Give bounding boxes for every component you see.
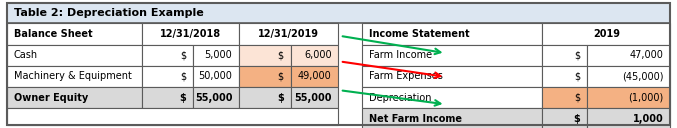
- Text: Owner Equity: Owner Equity: [14, 93, 88, 103]
- FancyBboxPatch shape: [239, 87, 290, 108]
- FancyBboxPatch shape: [542, 45, 587, 66]
- Text: $: $: [278, 50, 284, 60]
- Text: $: $: [573, 114, 580, 124]
- Text: (45,000): (45,000): [622, 71, 663, 82]
- FancyBboxPatch shape: [362, 23, 542, 45]
- FancyBboxPatch shape: [193, 87, 239, 108]
- Text: $: $: [179, 93, 186, 103]
- Text: $: $: [180, 50, 186, 60]
- FancyBboxPatch shape: [362, 45, 542, 66]
- Text: 55,000: 55,000: [294, 93, 332, 103]
- FancyBboxPatch shape: [587, 45, 670, 66]
- Text: 12/31/2018: 12/31/2018: [160, 29, 221, 39]
- FancyBboxPatch shape: [290, 87, 338, 108]
- FancyBboxPatch shape: [362, 66, 542, 87]
- FancyBboxPatch shape: [542, 23, 670, 45]
- FancyBboxPatch shape: [7, 108, 338, 125]
- Text: 6,000: 6,000: [304, 50, 332, 60]
- Text: Farm Expenses: Farm Expenses: [369, 71, 443, 82]
- Text: 12/31/2019: 12/31/2019: [259, 29, 320, 39]
- FancyBboxPatch shape: [362, 108, 542, 128]
- FancyBboxPatch shape: [542, 87, 587, 108]
- Text: 50,000: 50,000: [198, 71, 232, 82]
- FancyBboxPatch shape: [587, 87, 670, 108]
- FancyBboxPatch shape: [141, 66, 193, 87]
- Text: $: $: [278, 71, 284, 82]
- FancyBboxPatch shape: [193, 45, 239, 66]
- Text: 55,000: 55,000: [195, 93, 232, 103]
- FancyBboxPatch shape: [290, 66, 338, 87]
- Text: (1,000): (1,000): [628, 93, 663, 103]
- FancyBboxPatch shape: [290, 45, 338, 66]
- FancyBboxPatch shape: [239, 66, 290, 87]
- FancyBboxPatch shape: [141, 87, 193, 108]
- Text: Farm Income: Farm Income: [369, 50, 432, 60]
- Text: Table 2: Depreciation Example: Table 2: Depreciation Example: [14, 8, 203, 18]
- Text: Balance Sheet: Balance Sheet: [14, 29, 92, 39]
- FancyBboxPatch shape: [587, 66, 670, 87]
- FancyBboxPatch shape: [239, 45, 290, 66]
- Text: $: $: [277, 93, 284, 103]
- Text: Machinery & Equipment: Machinery & Equipment: [14, 71, 131, 82]
- Text: Depreciation: Depreciation: [369, 93, 431, 103]
- FancyBboxPatch shape: [587, 108, 670, 128]
- Text: $: $: [574, 50, 580, 60]
- FancyBboxPatch shape: [239, 23, 338, 45]
- Text: Cash: Cash: [14, 50, 38, 60]
- FancyBboxPatch shape: [7, 66, 141, 87]
- Text: 1,000: 1,000: [633, 114, 663, 124]
- Text: Income Statement: Income Statement: [369, 29, 470, 39]
- Text: 2019: 2019: [593, 29, 620, 39]
- FancyBboxPatch shape: [7, 23, 141, 45]
- Text: $: $: [180, 71, 186, 82]
- Text: $: $: [574, 71, 580, 82]
- FancyBboxPatch shape: [7, 87, 141, 108]
- FancyBboxPatch shape: [141, 23, 239, 45]
- Text: 47,000: 47,000: [630, 50, 663, 60]
- Text: Net Farm Income: Net Farm Income: [369, 114, 462, 124]
- FancyBboxPatch shape: [542, 108, 587, 128]
- FancyBboxPatch shape: [362, 87, 542, 108]
- Text: $: $: [574, 93, 580, 103]
- FancyBboxPatch shape: [7, 45, 141, 66]
- FancyBboxPatch shape: [141, 45, 193, 66]
- Text: 5,000: 5,000: [204, 50, 232, 60]
- Text: 49,000: 49,000: [298, 71, 332, 82]
- FancyBboxPatch shape: [7, 3, 670, 23]
- FancyBboxPatch shape: [542, 66, 587, 87]
- FancyBboxPatch shape: [193, 66, 239, 87]
